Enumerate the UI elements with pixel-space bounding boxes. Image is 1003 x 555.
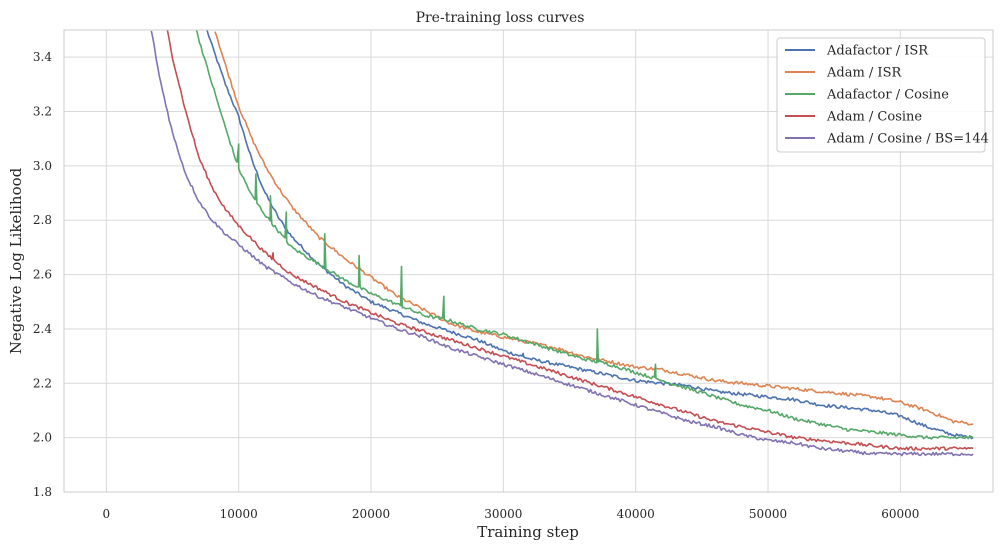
x-tick-label: 20000 <box>352 507 390 521</box>
legend-entry: Adafactor / Cosine <box>826 88 949 103</box>
x-tick-label: 0 <box>103 507 111 521</box>
y-tick-label: 2.6 <box>33 268 52 282</box>
plot-frame <box>63 29 994 493</box>
y-tick-label: 3.4 <box>33 50 52 64</box>
series-line <box>150 30 974 457</box>
x-tick-label: 40000 <box>617 507 655 521</box>
y-tick-label: 3.2 <box>33 105 52 119</box>
legend-entry: Adam / Cosine <box>826 110 922 125</box>
y-tick-label: 2.2 <box>33 376 52 390</box>
series-line <box>166 30 974 451</box>
x-tick-label: 60000 <box>881 507 919 521</box>
y-tick-label: 2.4 <box>33 322 52 336</box>
series-line <box>214 31 974 426</box>
x-tick-label: 50000 <box>749 507 787 521</box>
y-tick-label: 2.8 <box>33 213 52 227</box>
legend: Adafactor / ISR Adam / ISR Adafactor / Cos… <box>776 37 989 153</box>
grid <box>64 30 993 493</box>
y-tick-labels: 1.8 2.0 2.2 2.4 2.6 2.8 3.0 3.2 3.4 <box>33 50 52 499</box>
y-axis-label: Negative Log Likelihood <box>7 167 25 354</box>
y-tick-label: 2.0 <box>33 431 52 445</box>
legend-entry: Adam / ISR <box>826 66 902 81</box>
series-line <box>206 30 974 440</box>
chart-title: Pre-training loss curves <box>416 10 585 26</box>
x-axis-label: Training step <box>477 523 579 541</box>
y-tick-label: 3.0 <box>33 159 52 173</box>
x-tick-labels: 0 10000 20000 30000 40000 50000 60000 <box>103 507 920 521</box>
legend-box <box>776 37 986 153</box>
legend-entry: Adafactor / ISR <box>826 44 929 59</box>
x-tick-label: 10000 <box>220 507 258 521</box>
y-tick-label: 1.8 <box>33 485 52 499</box>
x-tick-label: 30000 <box>484 507 522 521</box>
legend-entry: Adam / Cosine / BS=144 <box>826 132 989 147</box>
series-lines <box>150 30 974 457</box>
series-line <box>195 30 974 440</box>
